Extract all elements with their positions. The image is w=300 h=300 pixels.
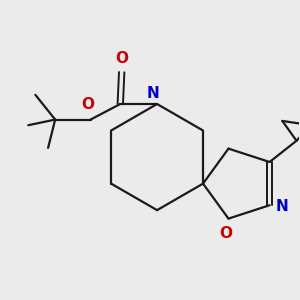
- Text: O: O: [81, 98, 94, 112]
- Text: O: O: [115, 52, 128, 67]
- Text: N: N: [146, 86, 159, 101]
- Text: N: N: [276, 199, 289, 214]
- Text: O: O: [219, 226, 232, 241]
